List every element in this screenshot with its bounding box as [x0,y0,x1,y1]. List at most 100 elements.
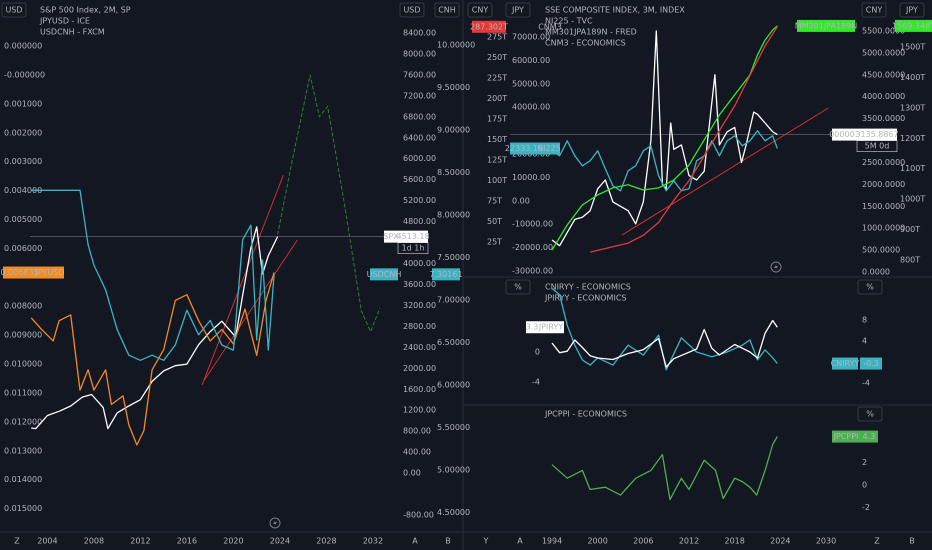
legend-entry: JPYUSD - ICE [39,17,90,26]
y-tick-label: 1100T [900,164,925,173]
replay-icon[interactable] [269,517,281,529]
tag-value: 4513.18 [396,232,429,241]
tag-symbol: JPYUSD [35,268,65,277]
y-tick-label: 1300T [900,103,925,112]
axis-unit-box [434,2,460,18]
y-tick-label: 50T [487,217,502,226]
tag-value-box [398,230,428,243]
y-tick-label: 0.00 [512,196,530,205]
icon-bolt [273,519,277,527]
y-tick-label: 0.012000 [4,417,42,426]
y-tick-label: 4.50000 [437,508,470,517]
y-tick-label: 60000.00 [512,56,550,65]
y-tick-label: 3600.00 [403,280,436,289]
tag-value-box [895,19,932,32]
axis-unit-box [899,2,925,18]
x-tick-label: 2006 [633,537,653,546]
legend-entry: SSE COMPOSITE INDEX, 3M, INDEX [545,6,685,15]
y-tick-label: 1400T [900,73,925,82]
y-tick-label: 3500.0000 [862,114,905,123]
x-tick-label: 2028 [316,537,336,546]
y-tick-label: 1000T [900,195,925,204]
tag-value-box [3,266,36,279]
x-tick-label: 2004 [37,537,57,546]
series-line [31,189,275,361]
legend-entry: CNM3 - ECONOMICS [545,39,626,48]
x-tick-label: 2012 [679,537,699,546]
x-tick-label: 2024 [270,537,290,546]
y-tick-label: -800.00 [403,511,434,520]
tag-value: 287.302T [470,22,508,31]
y-tick-label: 6400.00 [403,133,436,142]
axis-unit: CNH [438,6,456,15]
countdown-box [397,242,429,254]
y-tick-label: 900T [900,225,920,234]
series-line [551,319,778,368]
axis-unit: CNY [472,6,489,15]
axis-unit-box [505,279,531,295]
y-tick-label: 0.001000 [4,99,42,108]
y-tick-label: 1000.0000 [862,224,905,233]
legend-entry: JPCPPI - ECONOMICS [544,410,627,419]
y-tick-label: 225T [487,73,507,82]
y-tick-label: -2 [862,503,870,512]
y-tick-label: 4000.0000 [862,92,905,101]
y-tick-label: 1500T [900,43,925,52]
y-tick-label: -20000.00 [512,243,553,252]
tag-symbol: CNIRYY [831,359,860,368]
axis-unit-box [861,2,887,18]
y-tick-label: 2000.00 [403,364,436,373]
y-tick-label: 2800.00 [403,322,436,331]
x-tick-label: 2000 [587,537,607,546]
y-tick-label: -4 [862,378,870,387]
y-tick-label: 7600.00 [403,70,436,79]
y-tick-label: 1500.0000 [862,202,905,211]
tag-symbol-box [36,266,64,279]
corner-letter: A [412,537,418,546]
tag-symbol: CNM3 [538,22,562,31]
axis-unit: % [866,283,874,292]
corner-letter: Y [483,537,489,546]
y-tick-label: -30000.00 [512,267,553,276]
tag-symbol: 000001 [829,130,860,139]
y-tick-label: 8400.00 [403,28,436,37]
tag-symbol-box [832,128,857,141]
tag-value: 3.3 [526,323,539,332]
y-tick-label: 0.015000 [4,504,42,513]
y-tick-label: 0.002000 [4,128,42,137]
tag-symbol-box [538,321,564,334]
series-line [551,25,778,251]
replay-icon[interactable] [770,261,782,273]
y-tick-label: 150T [487,135,507,144]
tag-symbol-box [384,230,398,243]
y-tick-label: 6.00000 [437,380,470,389]
axis-unit: JPY [905,6,918,15]
tag-value-box [472,20,506,33]
tag-symbol-box [832,430,860,443]
y-tick-label: 4000.00 [403,259,436,268]
series-line [30,272,275,446]
tag-value: 4.3 [863,432,876,441]
axis-unit: USD [5,6,22,15]
y-tick-label: 10.00000 [437,40,475,49]
y-tick-label: 5600.00 [403,175,436,184]
y-tick-label: 4800.00 [403,217,436,226]
tag-symbol: NI225 [537,144,561,153]
icon-ring [269,517,281,529]
y-tick-label: 4500.0000 [862,70,905,79]
y-tick-label: 2500.0000 [862,158,905,167]
y-tick-label: 70000.00 [512,33,550,42]
x-tick-label: 2032 [363,537,383,546]
y-tick-label: 40000.00 [512,103,550,112]
series-line [277,74,381,333]
trend-line [201,174,284,386]
y-tick-label: 0.011000 [4,388,42,397]
y-tick-label: 5200.00 [403,196,436,205]
y-tick-label: 5000.0000 [862,48,905,57]
tag-value: 0.006835 [0,268,38,277]
axis-unit-box [505,2,531,18]
y-tick-label: 0.006000 [4,244,42,253]
tag-symbol: JPCPPI [833,432,859,441]
